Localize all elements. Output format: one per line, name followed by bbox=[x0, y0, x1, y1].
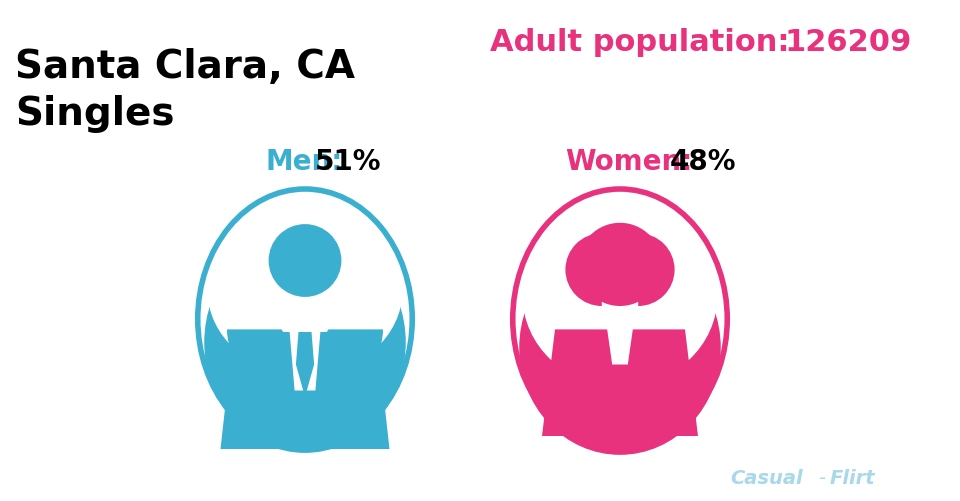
Polygon shape bbox=[289, 330, 321, 391]
Text: Flirt: Flirt bbox=[830, 468, 876, 487]
Polygon shape bbox=[296, 332, 314, 397]
Text: 126209: 126209 bbox=[785, 28, 912, 57]
Text: Men:: Men: bbox=[265, 148, 343, 176]
Ellipse shape bbox=[204, 232, 406, 453]
Text: 48%: 48% bbox=[670, 148, 736, 176]
Ellipse shape bbox=[207, 206, 402, 375]
Text: Women:: Women: bbox=[565, 148, 692, 176]
Wedge shape bbox=[227, 330, 309, 384]
Text: 51%: 51% bbox=[315, 148, 381, 176]
Ellipse shape bbox=[522, 205, 717, 387]
Polygon shape bbox=[607, 329, 620, 356]
Circle shape bbox=[588, 231, 651, 294]
Wedge shape bbox=[565, 234, 602, 307]
Text: Casual: Casual bbox=[730, 468, 803, 487]
Polygon shape bbox=[620, 329, 633, 356]
Wedge shape bbox=[638, 234, 675, 307]
Ellipse shape bbox=[519, 241, 721, 455]
Wedge shape bbox=[301, 330, 383, 384]
Text: Singles: Singles bbox=[15, 95, 175, 133]
Circle shape bbox=[269, 224, 342, 297]
Polygon shape bbox=[607, 329, 633, 365]
Circle shape bbox=[578, 223, 661, 307]
Polygon shape bbox=[221, 332, 390, 449]
Text: -: - bbox=[818, 468, 825, 487]
Text: Santa Clara, CA: Santa Clara, CA bbox=[15, 48, 355, 86]
Text: Adult population:: Adult population: bbox=[490, 28, 789, 57]
Polygon shape bbox=[542, 330, 698, 436]
